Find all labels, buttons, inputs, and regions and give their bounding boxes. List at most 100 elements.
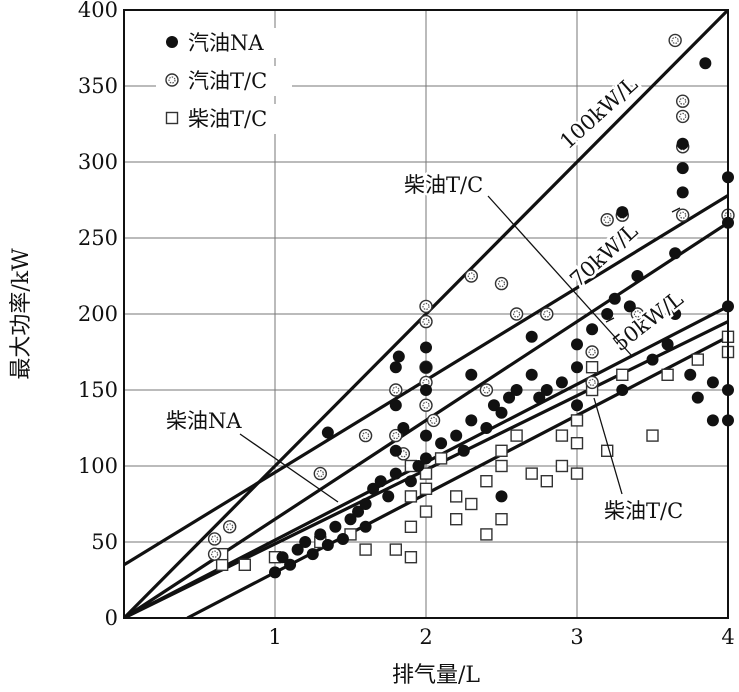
data-point: [623, 300, 636, 313]
data-point: [510, 429, 523, 442]
data-point: [570, 414, 584, 427]
data-point: [616, 368, 629, 381]
data-point: [570, 467, 584, 480]
legend-marker: [166, 36, 178, 48]
data-point: [344, 513, 357, 526]
data-point: [321, 539, 334, 552]
data-point: [389, 428, 403, 443]
data-point: [555, 459, 569, 473]
data-point: [571, 338, 583, 351]
data-point: [533, 391, 546, 404]
data-point: [676, 109, 690, 124]
data-point: [684, 368, 697, 381]
y-tick-label: 0: [105, 606, 118, 630]
data-point: [389, 383, 403, 397]
data-point: [676, 186, 689, 199]
data-point: [495, 490, 508, 503]
data-point: [420, 341, 432, 354]
data-points: [207, 33, 735, 579]
data-point: [540, 475, 553, 488]
legend: 汽油NA 汽油T/C 柴油T/C: [156, 28, 292, 134]
data-point: [419, 398, 433, 412]
data-point: [525, 467, 538, 480]
data-point: [706, 376, 719, 389]
x-tick-label: 3: [570, 625, 583, 649]
data-point: [215, 558, 229, 571]
data-point: [276, 551, 289, 564]
data-point: [616, 384, 629, 396]
data-point: [389, 399, 402, 412]
data-point: [420, 361, 432, 374]
legend-label: 汽油T/C: [188, 69, 267, 93]
data-point: [420, 429, 432, 442]
data-point: [404, 520, 418, 533]
reference-line: [124, 10, 728, 618]
data-point: [450, 429, 463, 442]
data-point: [374, 475, 387, 488]
y-tick-label: 100: [78, 454, 118, 478]
y-tick-label: 200: [78, 302, 118, 326]
data-point: [314, 528, 327, 541]
data-point: [495, 444, 508, 457]
data-point: [480, 475, 493, 488]
x-tick-label: 2: [419, 625, 432, 649]
data-point: [570, 437, 584, 450]
data-point: [389, 361, 402, 374]
data-point: [426, 413, 441, 428]
annotation-label: 柴油T/C: [404, 173, 483, 197]
data-point: [404, 475, 417, 488]
data-point: [419, 314, 433, 329]
data-point: [630, 307, 645, 321]
data-point: [419, 505, 433, 518]
data-point: [676, 208, 690, 222]
data-point: [465, 368, 478, 381]
data-point: [238, 558, 252, 571]
data-point: [601, 308, 614, 320]
data-point: [419, 299, 433, 314]
legend-bg: [156, 104, 292, 134]
data-point: [291, 543, 304, 556]
data-point: [585, 345, 599, 359]
legend-marker: [165, 73, 179, 87]
data-point: [404, 490, 418, 503]
data-point: [480, 422, 493, 434]
data-point: [464, 269, 478, 283]
legend-bg: [156, 66, 292, 96]
data-point: [397, 422, 410, 434]
data-point: [540, 384, 553, 396]
data-point: [585, 375, 599, 390]
data-point: [420, 452, 432, 465]
data-point: [616, 206, 629, 219]
annotation-halo: 柴油T/C: [604, 499, 683, 523]
x-axis-title: 排气量/L: [392, 663, 480, 688]
data-point: [487, 399, 500, 412]
annotation-leader: [605, 317, 615, 323]
data-point: [699, 57, 712, 70]
data-point: [389, 444, 402, 457]
data-point: [571, 361, 583, 374]
annotation-leader: [239, 433, 339, 503]
annotation-label: 柴油T/C: [604, 499, 683, 523]
data-point: [299, 536, 312, 548]
plot-frame: [123, 9, 729, 619]
annotation-leader: [487, 195, 633, 357]
x-tick-label: 4: [721, 625, 734, 649]
tick-labels: 1 2 3 4 0 50 100 150 200 250 300 350 400: [78, 0, 735, 649]
data-point: [631, 270, 644, 282]
data-point: [420, 384, 432, 396]
data-point: [358, 428, 373, 443]
data-point: [465, 414, 478, 427]
data-point: [555, 429, 569, 442]
data-point: [306, 548, 319, 561]
data-point: [313, 466, 327, 481]
x-tick-label: 1: [268, 625, 281, 649]
annotation-leader: [671, 207, 681, 213]
data-point: [321, 426, 334, 439]
data-point: [668, 33, 682, 48]
data-point: [465, 497, 478, 511]
y-tick-label: 350: [78, 74, 118, 98]
data-point: [450, 490, 463, 503]
data-point: [495, 406, 508, 419]
data-point: [676, 162, 689, 175]
